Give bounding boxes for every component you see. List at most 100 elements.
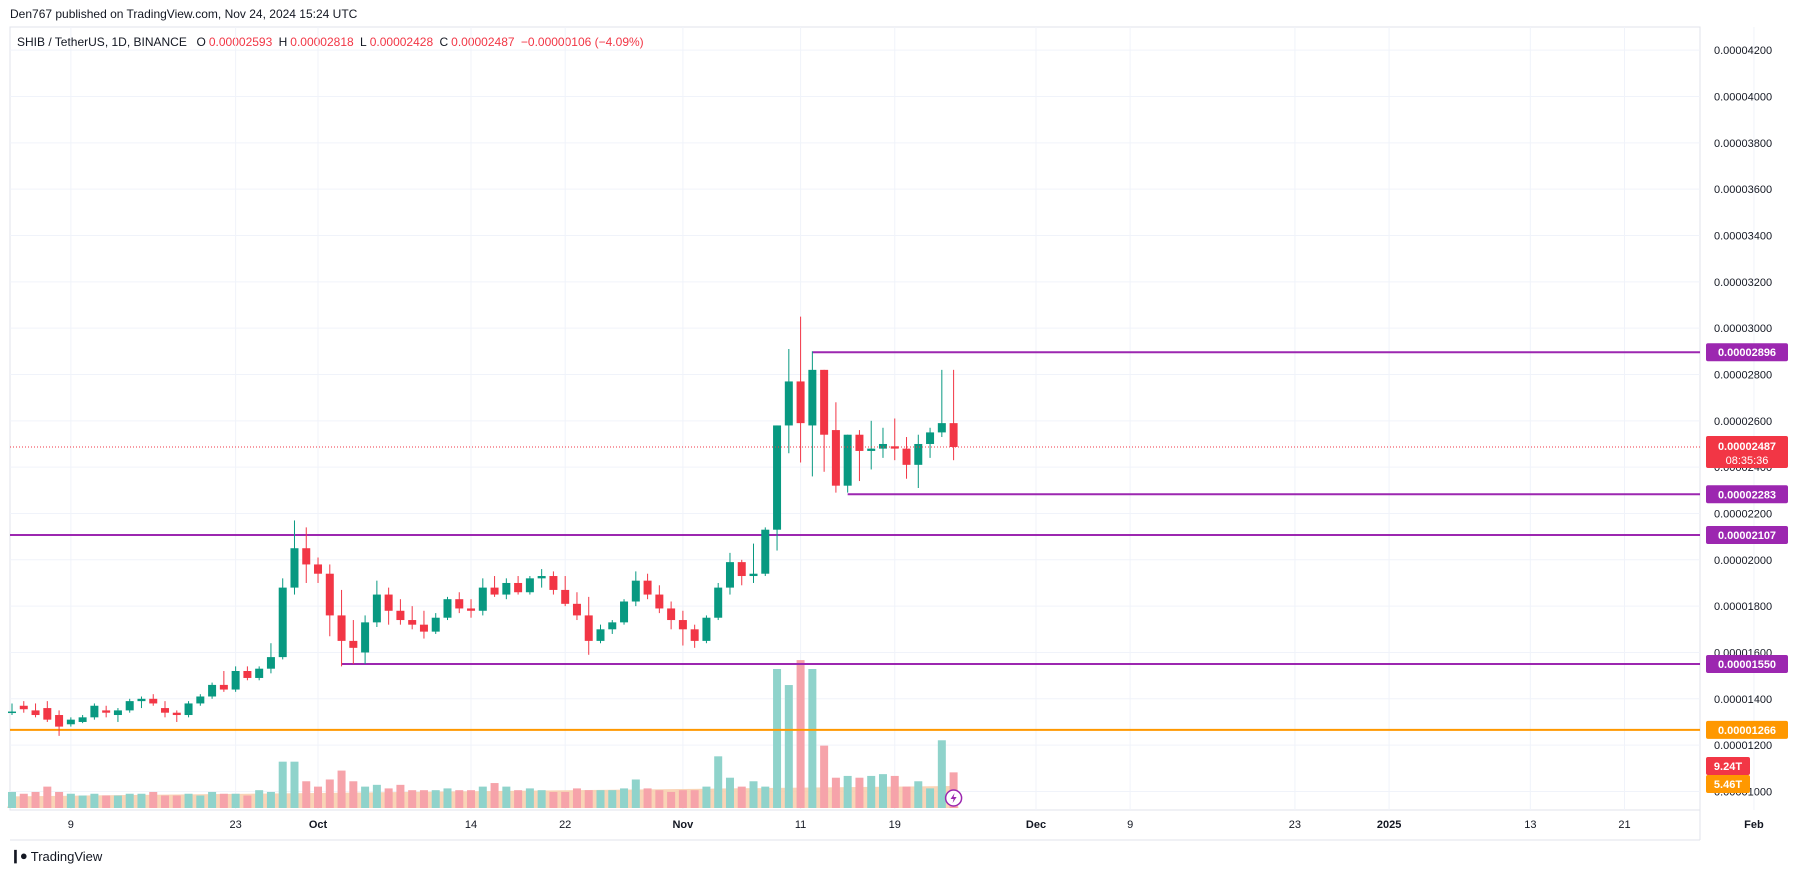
candle-body [8,711,16,714]
level-price-tag [1706,526,1788,545]
volume-bar [820,745,829,808]
candle-body [113,710,122,716]
time-tick-label: 2025 [1377,819,1401,831]
price-tick-label: 0.00004200 [1714,45,1772,57]
volume-bar [278,761,287,808]
level-price-label: 0.00002896 [1718,347,1776,359]
candles [8,316,958,736]
volume-bar [914,781,923,808]
time-tick-label: Dec [1026,819,1046,831]
candle-body [90,705,99,718]
volume-bar [43,786,52,808]
volume-bar [172,795,181,808]
volume-tag [1706,757,1750,775]
volume-bar [843,775,852,808]
candle-body [596,629,605,641]
price-tick-label: 0.00003000 [1714,323,1772,335]
ohlc-legend: SHIB / TetherUS, 1D, BINANCE O 0.00002593… [17,35,647,49]
candle-body [196,696,205,704]
time-tick-label: 11 [795,819,806,831]
price-tick-label: 0.00001800 [1714,601,1772,613]
change-value: −0.00000106 (−4.09%) [520,35,644,49]
volume-bar [667,791,676,808]
volume-bar [890,775,899,808]
candle-body [631,580,640,602]
candle-body [949,423,958,447]
volume-bar [714,756,723,808]
candle-body [255,668,264,678]
volume-bar [631,779,640,808]
volume-bar [561,791,570,808]
open-label: O [196,35,206,49]
candle-body [290,548,299,588]
volume-tag [1706,775,1750,793]
candle-body [549,576,558,590]
candle-body [525,578,534,593]
candle-body [796,381,805,424]
price-tick-label: 0.00003600 [1714,184,1772,196]
candle-body [620,601,629,623]
candle-body [902,448,911,465]
volume-tag-label: 9.24T [1714,761,1742,773]
volume-bar [926,788,935,808]
time-tick-label: 21 [1618,819,1630,831]
level-price-label: 0.00001550 [1718,659,1776,671]
symbol-label[interactable]: SHIB / TetherUS, 1D, BINANCE [17,35,187,49]
candle-body [349,640,358,648]
volume-bar [408,790,417,808]
volume-bar [55,791,64,808]
level-price-label: 0.00002283 [1718,489,1776,501]
volume-bar [78,795,87,808]
open-value: 0.00002593 [208,35,273,49]
time-tick-label: 9 [1127,819,1133,831]
candle-body [219,684,228,690]
candle-body [667,608,676,621]
candle-body [878,443,887,449]
time-tick-label: 14 [465,819,477,831]
candle-body [867,448,876,451]
candle-body [502,582,511,595]
volume-bar [761,786,770,808]
candle-body [784,381,793,426]
close-value: 0.00002487 [451,35,515,49]
price-tick-label: 0.00001000 [1714,786,1772,798]
candle-body [125,701,134,711]
volume-bar [478,786,487,808]
volume-bar [314,786,323,808]
volume-bar [643,788,652,808]
volume-bar [655,790,664,808]
candle-body [843,434,852,486]
candle-body [808,369,817,426]
candle-body [831,430,840,486]
tradingview-brand[interactable]: ❙● TradingView [10,848,102,864]
candle-body [302,548,311,565]
candle-body [725,562,734,588]
low-value: 0.00002428 [369,35,434,49]
candle-body [184,703,193,716]
candle-body [278,587,287,658]
volume-bar [467,790,476,808]
volume-bar [443,788,452,808]
volume-bar [219,793,228,808]
volume-bar [831,777,840,808]
brand-label: TradingView [30,848,103,864]
volume-bar [737,786,746,808]
candle-body [561,589,570,604]
level-price-tag [1706,485,1788,504]
candle-body [584,615,593,641]
candle-body [55,715,64,727]
volume-bar [372,784,381,808]
volume-bar [337,770,346,808]
price-tick-label: 0.00003400 [1714,230,1772,242]
candle-body [431,617,440,632]
price-tick-label: 0.00004000 [1714,91,1772,103]
price-tick-label: 0.00002600 [1714,416,1772,428]
level-price-tag [1706,720,1788,739]
volume-bar [937,740,946,808]
candle-body [243,671,252,678]
volume-bar [725,777,734,808]
volume-bar [419,790,428,808]
candle-body [655,594,664,609]
volume-bar [502,786,511,808]
